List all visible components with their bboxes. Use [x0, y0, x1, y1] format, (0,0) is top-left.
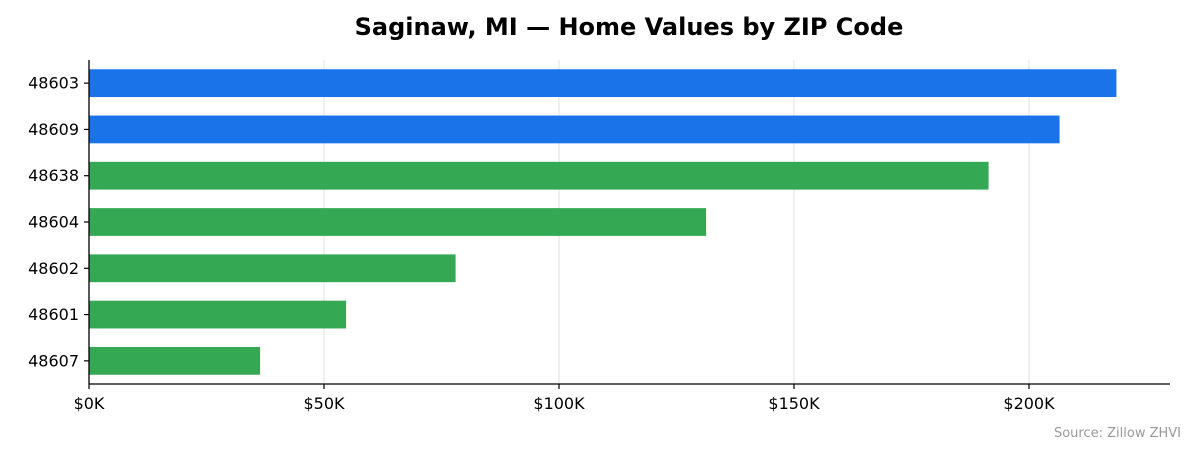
y-tick-label: 48603 [28, 74, 79, 93]
bar-48604 [89, 208, 707, 236]
y-tick-label: 48609 [28, 120, 79, 139]
y-tick-label: 48601 [28, 305, 79, 324]
bar-48603 [89, 69, 1117, 98]
source-note: Source: Zillow ZHVI [1054, 426, 1181, 441]
bar-48601 [89, 300, 347, 329]
bar-48602 [89, 254, 456, 283]
bar-48609 [89, 115, 1060, 144]
bar-48638 [89, 161, 989, 190]
chart-title: Saginaw, MI — Home Values by ZIP Code [355, 13, 904, 41]
bar-48607 [89, 346, 261, 375]
y-tick-label: 48602 [28, 259, 79, 278]
x-tick-label: $200K [1003, 394, 1055, 413]
y-tick-label: 48607 [28, 351, 79, 370]
y-axis-ticks: 48603 48609 48638 48604 48602 48601 48607 [28, 74, 89, 370]
x-tick-label: $100K [533, 394, 585, 413]
bars [89, 69, 1117, 375]
x-tick-label: $0K [74, 394, 105, 413]
y-tick-label: 48604 [28, 213, 79, 232]
x-axis-ticks: $0K $50K $100K $150K $200K [74, 384, 1055, 413]
y-tick-label: 48638 [28, 166, 79, 185]
x-tick-label: $50K [303, 394, 345, 413]
x-tick-label: $150K [768, 394, 820, 413]
